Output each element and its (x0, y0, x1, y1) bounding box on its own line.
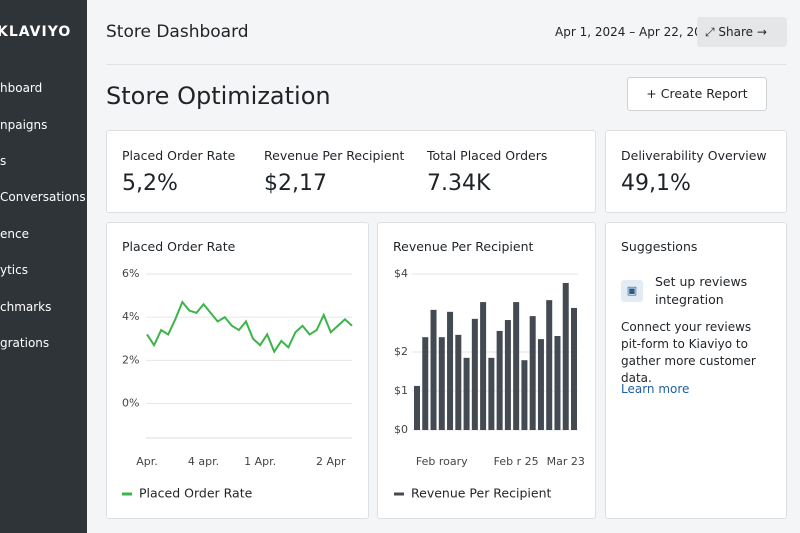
kpi-value: 7.34K (427, 171, 491, 196)
learn-more-link[interactable]: Learn more (621, 382, 690, 396)
page-title: Store Optimization (106, 82, 331, 110)
nav-item[interactable]: grations (0, 336, 50, 350)
create-report-label: Create Report (660, 86, 748, 101)
kpi-value: 5,2% (122, 171, 178, 196)
suggestions-title: Suggestions (621, 239, 698, 254)
nav-item[interactable]: hboard (0, 81, 43, 95)
date-range[interactable]: Apr 1, 2024 – Apr 22, 2024 (555, 25, 718, 39)
kpi-value: 49,1% (621, 171, 691, 196)
share-label: Share (718, 25, 754, 39)
nav-item[interactable]: s (0, 154, 7, 168)
divider (106, 64, 786, 65)
kpi-value: $2,17 (264, 171, 327, 196)
bar-chart-card: Revenue Per Recipient (377, 222, 596, 519)
kpi-label: Deliverability Overview (621, 148, 767, 163)
kpi-label: Placed Order Rate (122, 148, 236, 163)
suggestion-body: Connect your reviews pit-form to Kiaviyo… (621, 320, 756, 385)
kpi-label: Total Placed Orders (427, 148, 548, 163)
nav-item[interactable]: chmarks (0, 300, 52, 314)
chart-title: Placed Order Rate (122, 239, 236, 254)
suggestions-card: Suggestions ▣ Set up reviews integration… (605, 222, 787, 519)
suggestion-title: Set up reviews integration (655, 274, 748, 307)
nav-item[interactable]: ytics (0, 263, 28, 277)
nav-item[interactable]: Conversations (0, 190, 86, 204)
chart-title: Revenue Per Recipient (393, 239, 534, 254)
sidebar: KLAVIYO hboard npaigns s Conversations e… (0, 0, 87, 533)
kpi-card: Placed Order Rate 5,2% Revenue Per Recip… (106, 130, 596, 213)
nav-item[interactable]: npaigns (0, 118, 48, 132)
icon: ▣ (621, 280, 643, 302)
deliverability-card: Deliverability Overview 49,1% (605, 130, 787, 213)
nav-item[interactable]: ence (0, 227, 29, 241)
brand: KLAVIYO (0, 24, 72, 40)
line-chart-card: Placed Order Rate (106, 222, 369, 519)
kpi-label: Revenue Per Recipient (264, 148, 405, 163)
header-title: Store Dashboard (106, 22, 249, 42)
create-report-button[interactable]: + Create Report (627, 77, 767, 111)
share-button[interactable]: ⤢ Share → (697, 17, 787, 47)
